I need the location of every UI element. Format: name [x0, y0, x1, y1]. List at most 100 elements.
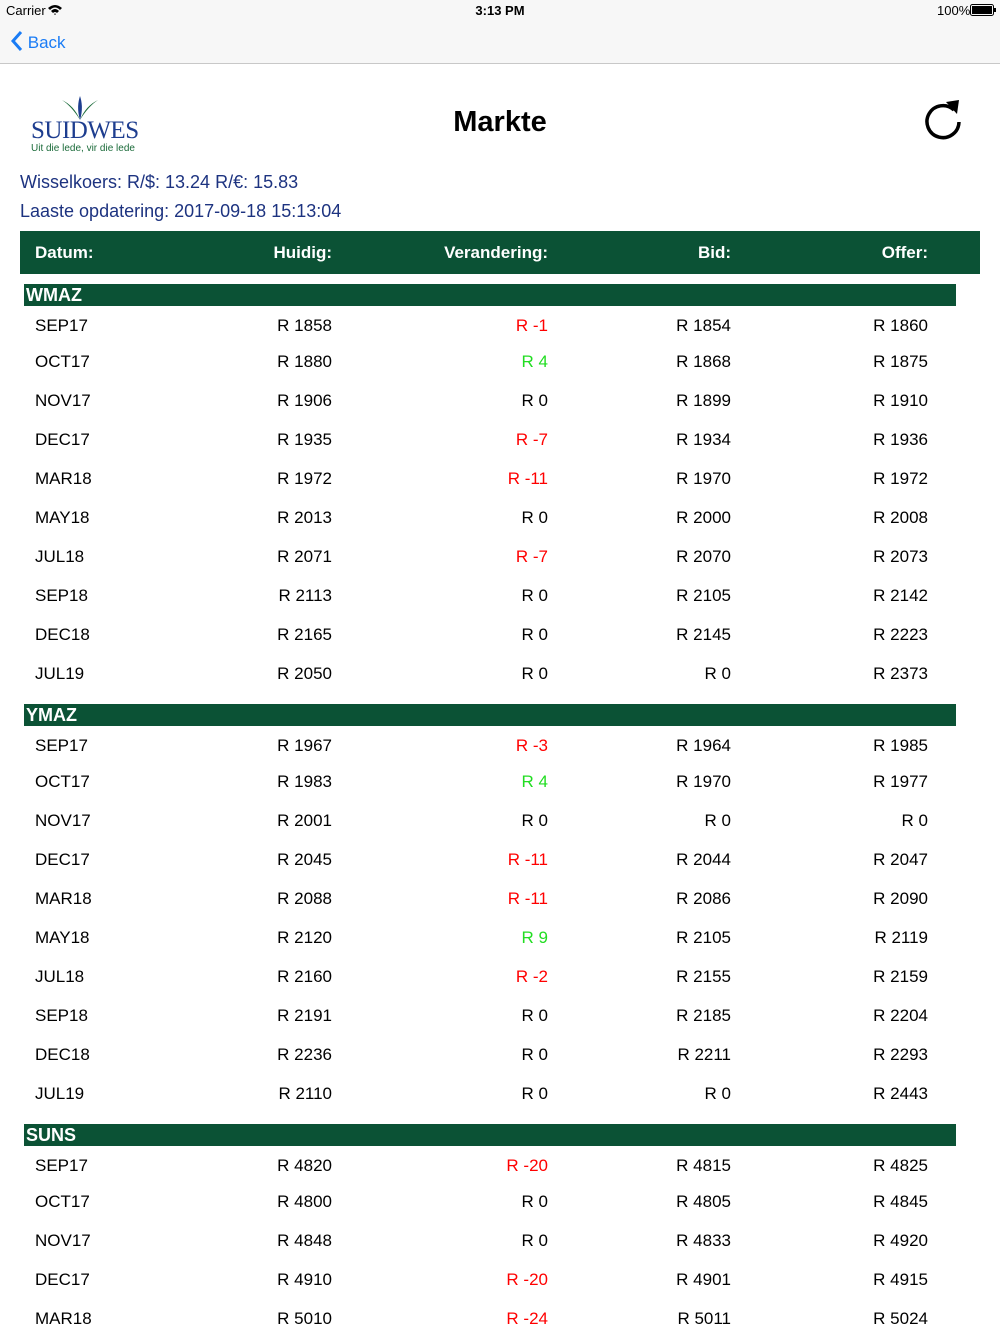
table-cell: R 1972	[873, 469, 928, 488]
table-cell: R 1964	[676, 736, 731, 755]
table-cell: R 2119	[874, 928, 928, 947]
table-cell: R 1970	[676, 469, 731, 488]
table-cell: JUL18	[35, 967, 85, 986]
table-cell: R 5010	[277, 1309, 332, 1328]
table-cell: R 1983	[277, 772, 332, 791]
table-cell: R 2443	[873, 1084, 928, 1103]
back-button[interactable]: Back	[10, 30, 66, 53]
table-cell: R 4800	[277, 1192, 332, 1211]
change-cell: R 4	[521, 772, 548, 791]
table-cell: OCT17	[35, 1192, 90, 1211]
table-cell: R 1970	[676, 772, 731, 791]
change-cell: R 0	[521, 811, 548, 830]
change-cell: R 0	[521, 1231, 548, 1250]
column-header: Offer:	[881, 243, 928, 262]
table-cell: NOV17	[35, 1231, 91, 1250]
table-cell: JUL19	[35, 664, 85, 683]
table-cell: R 2047	[873, 850, 928, 869]
table-cell: MAR18	[35, 889, 92, 908]
change-cell: R 0	[521, 664, 548, 683]
section-name: WMAZ	[26, 285, 82, 305]
clock: 3:13 PM	[475, 3, 525, 18]
change-cell: R 0	[521, 391, 548, 410]
change-cell: R 0	[521, 1084, 548, 1103]
table-cell: SEP18	[35, 586, 88, 605]
refresh-button[interactable]	[922, 96, 966, 142]
page-title: Markte	[453, 106, 547, 138]
column-header: Datum:	[35, 243, 94, 262]
table-cell: NOV17	[35, 391, 91, 410]
table-cell: R 2113	[278, 586, 332, 605]
logo-leaves	[62, 96, 98, 120]
table-cell: DEC17	[35, 850, 90, 869]
change-cell: R 0	[521, 625, 548, 644]
table-cell: JUL19	[35, 1084, 85, 1103]
table-cell: R 2008	[873, 508, 928, 527]
table-cell: DEC17	[35, 1270, 90, 1289]
table-cell: R 2236	[277, 1045, 332, 1064]
table-cell: R 2373	[873, 664, 928, 683]
table-cell: R 5024	[873, 1309, 928, 1328]
table-cell: R 0	[704, 1084, 731, 1103]
change-cell: R 0	[521, 508, 548, 527]
table-cell: R 2050	[277, 664, 332, 683]
table-cell: R 2105	[676, 586, 731, 605]
section-header: SUNS	[24, 1124, 956, 1146]
table-cell: R 2204	[873, 1006, 928, 1025]
table-cell: DEC18	[35, 625, 90, 644]
section-name: SUNS	[26, 1125, 77, 1145]
change-cell: R -24	[506, 1309, 548, 1328]
table-cell: OCT17	[35, 352, 90, 371]
table-cell: R 2165	[277, 625, 332, 644]
table-cell: R 4901	[676, 1270, 731, 1289]
table-cell: R 2090	[873, 889, 928, 908]
column-header: Bid:	[697, 243, 731, 262]
table-cell: R 2086	[676, 889, 731, 908]
section-header: WMAZ	[24, 284, 956, 306]
table-cell: R 2071	[277, 547, 332, 566]
table-cell: R 2160	[277, 967, 332, 986]
table-cell: R 2185	[676, 1006, 731, 1025]
table-cell: R 2045	[277, 850, 332, 869]
exchange-rate: Wisselkoers: R/$: 13.24 R/€: 15.83	[20, 172, 299, 192]
change-cell: R -11	[507, 889, 548, 908]
table-cell: R 1899	[676, 391, 731, 410]
last-update: Laaste opdatering: 2017-09-18 15:13:04	[20, 201, 342, 221]
top-bar: Carrier 3:13 PM 100% Back	[0, 0, 1000, 64]
table-cell: R 1935	[277, 430, 332, 449]
table-cell: DEC17	[35, 430, 90, 449]
table-cell: SEP17	[35, 1156, 88, 1175]
table-cell: R 4845	[873, 1192, 928, 1211]
table-cell: R 1860	[873, 316, 928, 335]
table-cell: R 2191	[277, 1006, 332, 1025]
change-cell: R 0	[521, 586, 548, 605]
table-cell: R 2001	[277, 811, 332, 830]
table-cell: R 1977	[873, 772, 928, 791]
table-cell: DEC18	[35, 1045, 90, 1064]
change-cell: R 4	[521, 352, 548, 371]
table-cell: R 2070	[676, 547, 731, 566]
column-header: Huidig:	[273, 243, 332, 262]
battery-text: 100%	[937, 3, 971, 18]
change-cell: R -1	[515, 316, 548, 335]
table-cell: MAR18	[35, 469, 92, 488]
table-cell: R 0	[704, 811, 731, 830]
table-cell: R 1972	[277, 469, 332, 488]
table-cell: R 4805	[676, 1192, 731, 1211]
table-cell: R 1934	[676, 430, 731, 449]
table-cell: R 2211	[677, 1045, 731, 1064]
table-cell: R 2293	[873, 1045, 928, 1064]
table-cell: R 2073	[873, 547, 928, 566]
change-cell: R -11	[507, 850, 548, 869]
table-cell: R 2155	[676, 967, 731, 986]
table-cell: R 1906	[277, 391, 332, 410]
section-name: YMAZ	[26, 705, 77, 725]
table-cell: R 1967	[277, 736, 332, 755]
table-cell: R 4820	[277, 1156, 332, 1175]
table-cell: MAY18	[35, 508, 90, 527]
logo-text: SUIDWES	[31, 117, 139, 144]
table-cell: R 2110	[278, 1084, 332, 1103]
column-header: Verandering:	[444, 243, 548, 262]
change-cell: R -2	[515, 967, 548, 986]
